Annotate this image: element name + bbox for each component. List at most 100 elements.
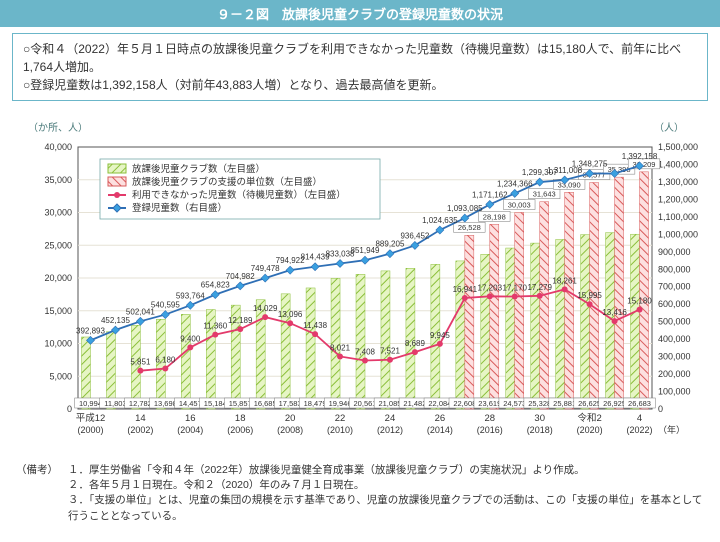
svg-text:26,528: 26,528	[458, 223, 481, 232]
svg-text:15,180: 15,180	[627, 297, 652, 306]
svg-text:15,000: 15,000	[44, 306, 72, 316]
svg-text:25,881: 25,881	[553, 399, 576, 408]
svg-text:30,000: 30,000	[44, 208, 72, 218]
svg-text:4: 4	[637, 413, 642, 424]
svg-text:19,946: 19,946	[329, 399, 352, 408]
svg-text:704,982: 704,982	[226, 272, 255, 281]
svg-text:1,300,000: 1,300,000	[658, 177, 698, 187]
svg-text:28: 28	[484, 413, 495, 424]
svg-text:7,521: 7,521	[380, 347, 401, 356]
svg-text:26: 26	[435, 413, 446, 424]
svg-text:10,000: 10,000	[44, 339, 72, 349]
svg-text:14: 14	[135, 413, 146, 424]
svg-text:0: 0	[67, 404, 72, 414]
svg-text:200,000: 200,000	[658, 369, 691, 379]
svg-text:700,000: 700,000	[658, 282, 691, 292]
svg-text:放課後児童クラブの支援の単位数（左目盛）: 放課後児童クラブの支援の単位数（左目盛）	[132, 176, 322, 188]
svg-text:5,000: 5,000	[49, 371, 72, 381]
svg-text:9,400: 9,400	[180, 334, 201, 343]
svg-text:100,000: 100,000	[658, 387, 691, 397]
svg-text:7,408: 7,408	[355, 347, 376, 356]
svg-text:21,482: 21,482	[403, 399, 426, 408]
svg-text:900,000: 900,000	[658, 247, 691, 257]
svg-text:11,803: 11,803	[104, 399, 126, 408]
svg-text:12,782: 12,782	[129, 399, 152, 408]
svg-text:9,945: 9,945	[430, 331, 451, 340]
svg-text:35,000: 35,000	[44, 175, 72, 185]
svg-text:1,171,162: 1,171,162	[472, 190, 508, 199]
svg-text:18,479: 18,479	[304, 399, 327, 408]
chart-title: ９－２図 放課後児童クラブの登録児童数の状況	[0, 0, 720, 27]
svg-text:18,261: 18,261	[552, 276, 577, 285]
svg-text:放課後児童クラブ数（左目盛）: 放課後児童クラブ数（左目盛）	[132, 163, 265, 175]
svg-text:14,457: 14,457	[179, 399, 202, 408]
svg-text:15,995: 15,995	[577, 291, 602, 300]
svg-text:400,000: 400,000	[658, 334, 691, 344]
chart: （か所、人）（人）05,00010,00015,00020,00025,0003…	[16, 107, 704, 457]
svg-text:22: 22	[335, 413, 346, 424]
svg-text:6,180: 6,180	[155, 356, 176, 365]
svg-text:11,438: 11,438	[303, 321, 327, 330]
svg-text:利用できなかった児童数（待機児童数）（左目盛）: 利用できなかった児童数（待機児童数）（左目盛）	[132, 189, 346, 201]
svg-text:654,823: 654,823	[201, 281, 230, 290]
svg-text:20: 20	[285, 413, 296, 424]
svg-text:24,573: 24,573	[503, 399, 526, 408]
svg-text:（年）: （年）	[658, 424, 685, 435]
svg-text:(2006): (2006)	[227, 425, 253, 435]
svg-text:(2012): (2012)	[377, 425, 403, 435]
note-1: １．厚生労働省「令和４年（2022年）放課後児童健全育成事業（放課後児童クラブ）…	[68, 463, 704, 478]
svg-text:1,100,000: 1,100,000	[658, 212, 698, 222]
svg-text:8,689: 8,689	[405, 339, 426, 348]
svg-text:(2018): (2018)	[527, 425, 553, 435]
svg-text:16: 16	[185, 413, 196, 424]
svg-text:(2008): (2008)	[277, 425, 303, 435]
svg-text:30: 30	[534, 413, 545, 424]
chart-svg: （か所、人）（人）05,00010,00015,00020,00025,0003…	[16, 107, 704, 457]
svg-text:24: 24	[385, 413, 396, 424]
svg-text:（人）: （人）	[654, 122, 684, 134]
svg-text:600,000: 600,000	[658, 299, 691, 309]
svg-text:392,893: 392,893	[76, 326, 105, 335]
svg-text:1,348,275: 1,348,275	[572, 160, 608, 169]
svg-text:749,478: 749,478	[251, 264, 280, 273]
svg-text:平成12: 平成12	[76, 412, 106, 424]
svg-text:30,003: 30,003	[508, 200, 531, 209]
svg-text:(2014): (2014)	[427, 425, 453, 435]
svg-text:1,093,085: 1,093,085	[447, 204, 483, 213]
svg-text:20,000: 20,000	[44, 273, 72, 283]
svg-text:26,683: 26,683	[628, 399, 651, 408]
svg-text:540,595: 540,595	[151, 301, 180, 310]
svg-text:14,029: 14,029	[253, 304, 278, 313]
svg-text:300,000: 300,000	[658, 352, 691, 362]
svg-text:8,021: 8,021	[330, 343, 351, 352]
svg-text:1,392,158: 1,392,158	[622, 152, 658, 161]
svg-text:13,698: 13,698	[154, 399, 177, 408]
notes-label: （備考）	[16, 463, 68, 524]
svg-text:(2000): (2000)	[77, 425, 103, 435]
svg-text:15,857: 15,857	[229, 399, 252, 408]
svg-text:10,994: 10,994	[79, 399, 102, 408]
svg-text:21,085: 21,085	[378, 399, 401, 408]
svg-text:1,024,635: 1,024,635	[422, 216, 458, 225]
svg-text:1,500,000: 1,500,000	[658, 142, 698, 152]
svg-text:13,416: 13,416	[602, 308, 627, 317]
svg-text:(2020): (2020)	[577, 425, 603, 435]
svg-text:(2002): (2002)	[127, 425, 153, 435]
svg-text:593,764: 593,764	[176, 291, 205, 300]
svg-text:登録児童数（右目盛）: 登録児童数（右目盛）	[132, 202, 227, 214]
svg-text:20,561: 20,561	[354, 399, 377, 408]
note-2: ２．各年５月１日現在。令和２（2020）年のみ７月１日現在。	[68, 478, 704, 493]
svg-text:17,170: 17,170	[503, 284, 528, 293]
svg-text:17,583: 17,583	[279, 399, 302, 408]
svg-text:16,685: 16,685	[254, 399, 277, 408]
svg-text:26,625: 26,625	[578, 399, 601, 408]
svg-text:(2016): (2016)	[477, 425, 503, 435]
svg-text:0: 0	[658, 404, 663, 414]
svg-text:1,000,000: 1,000,000	[658, 229, 698, 239]
svg-text:1,400,000: 1,400,000	[658, 159, 698, 169]
summary-line-1: ○令和４（2022）年５月１日時点の放課後児童クラブを利用できなかった児童数（待…	[23, 40, 697, 76]
svg-text:11,360: 11,360	[203, 322, 227, 331]
svg-text:18: 18	[235, 413, 246, 424]
svg-text:22,608: 22,608	[453, 399, 476, 408]
svg-text:26,925: 26,925	[603, 399, 626, 408]
